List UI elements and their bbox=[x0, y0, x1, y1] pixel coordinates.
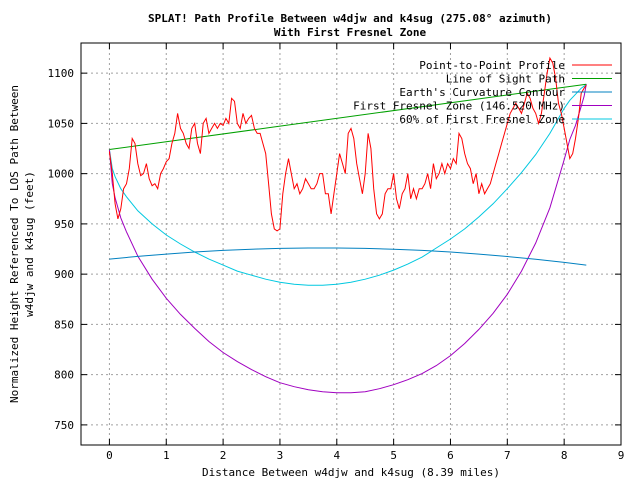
plot-frame bbox=[80, 42, 622, 446]
series-line-first-fresnel-zone-146-520-mhz bbox=[108, 84, 587, 394]
series-line-60-of-first-fresnel-zone bbox=[108, 83, 587, 286]
x-axis-label: Distance Between w4djw and k4sug (8.39 m… bbox=[202, 466, 500, 479]
y-tick-label: 1000 bbox=[48, 168, 75, 181]
legend-entry-label: Line of Sight Path bbox=[446, 73, 565, 86]
y-axis-label-line1: Normalized Height Referenced To LOS Path… bbox=[8, 85, 21, 403]
y-tick-label: 800 bbox=[54, 369, 74, 382]
y-tick-label: 950 bbox=[54, 218, 74, 231]
legend-entry-label: 60% of First Fresnel Zone bbox=[399, 113, 565, 126]
y-tick-label: 1050 bbox=[48, 117, 75, 130]
x-tick-label: 6 bbox=[447, 449, 454, 462]
series-line-line-of-sight-path bbox=[109, 83, 587, 150]
y-tick-label: 900 bbox=[54, 268, 74, 281]
chart-subtitle: With First Fresnel Zone bbox=[274, 26, 427, 39]
chart-title: SPLAT! Path Profile Between w4djw and k4… bbox=[148, 12, 552, 25]
x-tick-label: 7 bbox=[504, 449, 511, 462]
y-axis-label-line2: w4djw and k4sug (feet) bbox=[23, 171, 36, 317]
series-line-point-to-point-profile bbox=[108, 56, 587, 232]
x-tick-label: 0 bbox=[106, 449, 113, 462]
y-tick-label: 850 bbox=[54, 318, 74, 331]
x-tick-label: 5 bbox=[390, 449, 397, 462]
x-tick-label: 1 bbox=[163, 449, 170, 462]
series-line-earth-s-curvature-contour bbox=[109, 247, 587, 266]
y-tick-label: 1100 bbox=[48, 67, 75, 80]
axis-ticks: 0 1 2 3 4 5 6 7 8 9 750 800 850 900 950 1000 1050 1100 bbox=[48, 43, 625, 462]
legend-entry-label: Earth's Curvature Contour bbox=[399, 86, 565, 99]
x-tick-label: 8 bbox=[561, 449, 568, 462]
legend-entry-label: Point-to-Point Profile bbox=[419, 59, 565, 72]
x-tick-label: 3 bbox=[277, 449, 284, 462]
grid bbox=[81, 43, 622, 445]
x-tick-label: 2 bbox=[220, 449, 227, 462]
plot-series bbox=[108, 56, 587, 394]
legend-entry-label: First Fresnel Zone (146.520 MHz) bbox=[353, 100, 565, 113]
x-tick-label: 9 bbox=[618, 449, 625, 462]
x-tick-label: 4 bbox=[333, 449, 340, 462]
y-tick-label: 750 bbox=[54, 419, 74, 432]
